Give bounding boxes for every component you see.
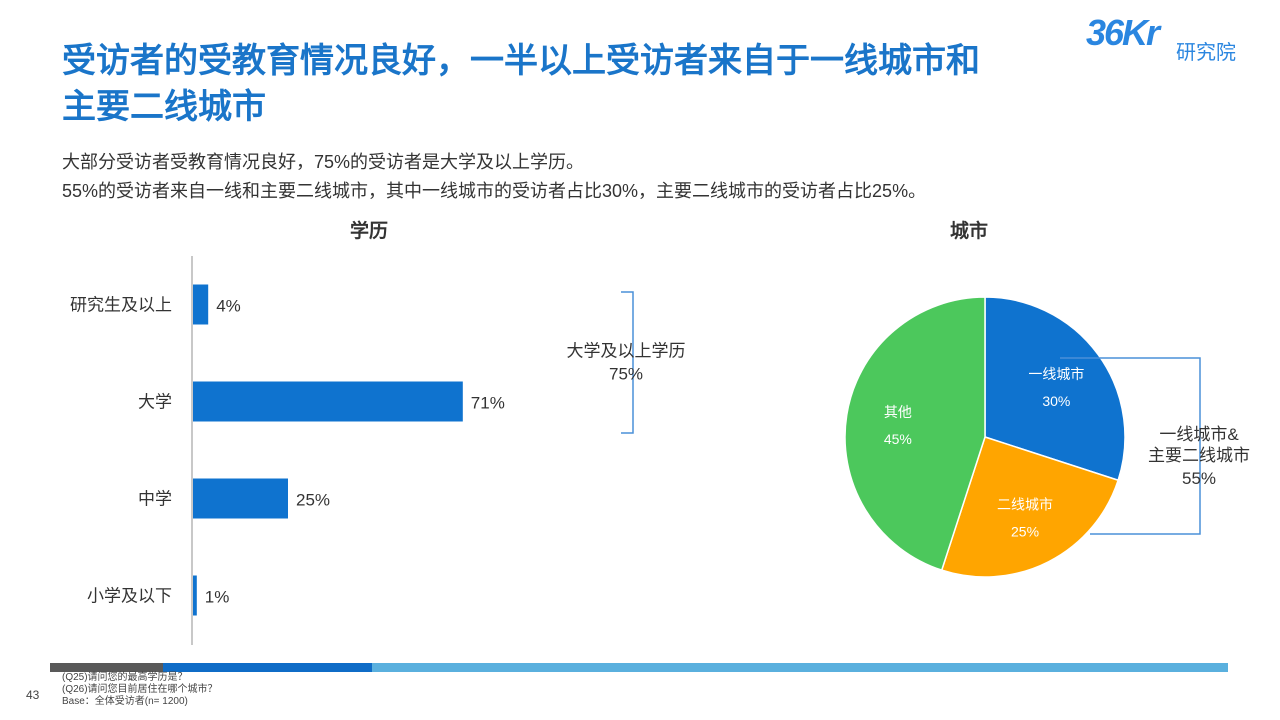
pie-bracket [1060, 357, 1201, 535]
bar [193, 575, 197, 616]
summary-line-1: 大部分受访者受教育情况良好，75%的受访者是大学及以上学历。 [62, 152, 585, 172]
pie-slice-label: 其他 [884, 404, 912, 420]
bar-bracket-value: 75% [609, 365, 643, 384]
pie-slice-value: 30% [1042, 393, 1070, 409]
bar [193, 284, 209, 325]
bar-category-label: 大学 [138, 393, 172, 412]
bar-category-label: 研究生及以上 [70, 296, 172, 315]
pie-chart-title: 城市 [950, 221, 989, 242]
summary-line-2: 55%的受访者来自一线和主要二线城市，其中一线城市的受访者占比30%，主要二线城… [62, 181, 927, 201]
city-pie-chart: 一线城市 30% 二线城市 25% 其他 45% 一线城市&主要二线城市 55% [844, 296, 1250, 578]
pie-slice-label: 一线城市 [1028, 366, 1084, 382]
footer-color-bar [50, 663, 1228, 672]
pie-slice [844, 296, 986, 572]
pie-slice-label: 二线城市 [997, 497, 1053, 513]
note-q25: (Q25)请问您的最高学历是？ [62, 672, 188, 683]
bar-value-label: 4% [216, 297, 241, 316]
page-title: 受访者的受教育情况良好，一半以上受访者来自于一线城市和 主要二线城市 [62, 38, 1092, 130]
footer-notes: (Q25)请问您的最高学历是？ (Q26)请问您目前居住在哪个城市？ Base：… [62, 672, 218, 708]
note-q26: (Q26)请问您目前居住在哪个城市？ [62, 684, 218, 695]
footer-bar-segment [50, 663, 163, 672]
bar [193, 381, 463, 422]
bar-category-label: 小学及以下 [87, 587, 172, 606]
pie-bracket-label-1: 一线城市& [1159, 425, 1239, 444]
bar-category-label: 中学 [138, 490, 172, 509]
bar-value-label: 71% [471, 394, 505, 413]
title-line-1: 受访者的受教育情况良好，一半以上受访者来自于一线城市和 [62, 42, 980, 80]
pie-bracket-label-2: 主要二线城市 [1148, 446, 1250, 465]
note-base: Base：全体受访者(n= 1200) [62, 696, 188, 707]
bar-value-label: 25% [296, 491, 330, 510]
bar-bracket [621, 291, 634, 434]
page-number: 43 [26, 688, 40, 702]
bar [193, 478, 288, 519]
bar-chart-title: 学历 [350, 221, 389, 242]
pie-slice [940, 436, 1120, 578]
pie-slice-value: 45% [884, 431, 912, 447]
footer-bar-segment [163, 663, 372, 672]
title-line-2: 主要二线城市 [62, 88, 266, 126]
pie-slice-value: 25% [1011, 524, 1039, 540]
logo-mark: 36Kr [1086, 12, 1160, 53]
bar-value-label: 1% [205, 588, 230, 607]
bar-bracket-label: 大学及以上学历 [567, 342, 686, 361]
education-bar-chart: 研究生及以上 4% 大学 71% 中学 25% 小学及以下 1% 大学及以上学历 75% [70, 256, 686, 645]
logo-subtitle: 研究院 [1176, 42, 1236, 64]
pie-bracket-value: 55% [1182, 469, 1216, 488]
summary-text: 大部分受访者受教育情况良好，75%的受访者是大学及以上学历。 55%的受访者来自… [62, 148, 926, 206]
brand-logo: 36Kr 研究院 [1086, 12, 1258, 64]
pie-slice [984, 296, 1126, 482]
footer-bar-segment [372, 663, 1228, 672]
